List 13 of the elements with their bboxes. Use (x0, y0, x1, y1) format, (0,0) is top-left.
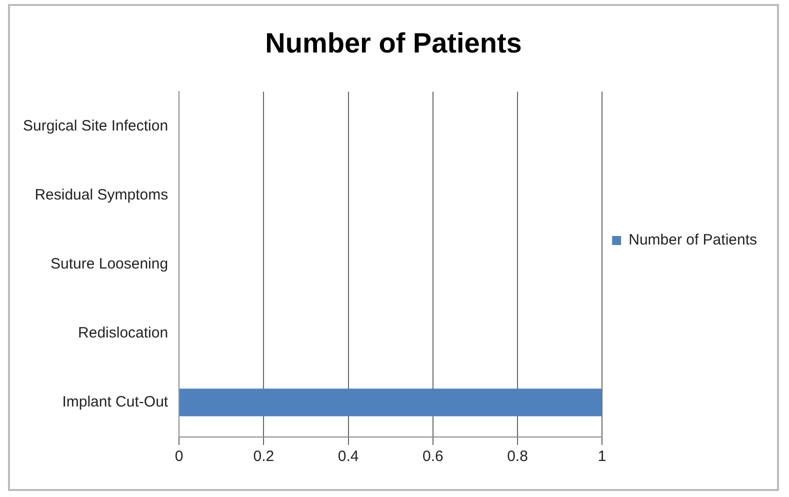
legend-label: Number of Patients (628, 232, 758, 249)
y-tick-label: Suture Loosening (50, 255, 168, 272)
chart-title: Number of Patients (265, 28, 522, 59)
x-tick-label: 0 (174, 448, 184, 466)
x-tick-label: 0.2 (253, 448, 274, 466)
y-tick-label: Residual Symptoms (34, 186, 168, 204)
x-tick-label: 0.8 (507, 448, 528, 466)
x-tick-label: 0.6 (422, 448, 444, 466)
y-tick-label: Implant Cut-Out (62, 394, 169, 411)
y-tick-label: Surgical Site Infection (23, 117, 168, 134)
x-tick-label: 0.4 (338, 448, 359, 466)
y-tick-label: Redislocation (78, 324, 168, 342)
x-tick-label: 1 (598, 448, 606, 466)
